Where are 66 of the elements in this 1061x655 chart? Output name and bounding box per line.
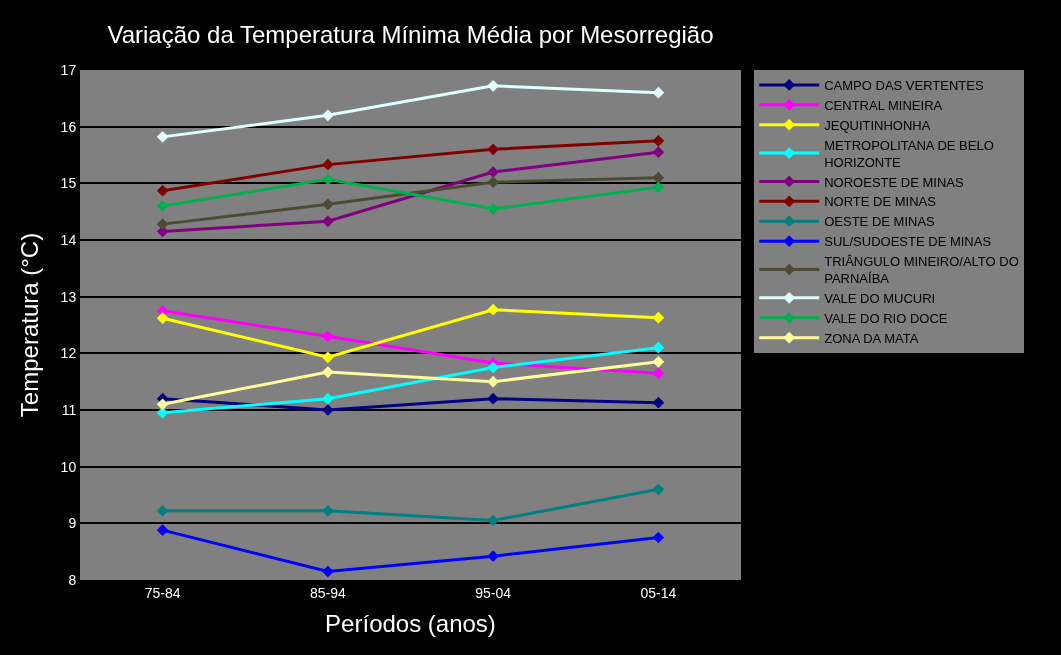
point [487,361,499,374]
legend-label: SUL/SUDOESTE DE MINAS [824,234,992,250]
point [652,181,665,194]
x-tick-label: 95-04 [475,584,512,601]
point [487,80,499,92]
y-tick-label: 14 [60,231,77,248]
point [652,483,665,496]
point [156,131,169,143]
legend-label: NOROESTE DE MINAS [824,174,964,190]
y-tick-label: 13 [60,288,77,305]
y-tick-label: 17 [60,61,77,78]
point [487,143,499,156]
point [322,215,334,228]
legend-label: VALE DO MUCURI [824,290,936,306]
legend-label: CAMPO DAS VERTENTES [824,78,984,94]
point [322,330,334,343]
y-axis-title: Temperatura (°C) [15,232,43,418]
legend-label: JEQUITINHONHA [824,117,931,133]
point [487,550,499,563]
point [322,392,334,405]
point [156,218,169,230]
point [156,524,169,536]
point [652,171,665,184]
point [487,303,499,316]
point [487,392,499,405]
point [487,202,499,215]
chart-title: Variação da Temperatura Mínima Média por Mesorregião [107,21,714,48]
point [652,134,665,147]
y-tick-label: 12 [60,345,77,362]
point [487,514,499,527]
legend-label: TRIÂNGULO MINEIRO/ALTO DO PARNAÍBA [824,254,1019,287]
point [652,341,665,354]
legend-label: VALE DO RIO DOCE [824,310,948,326]
point [322,158,334,171]
legend-label: OESTE DE MINAS [824,214,936,230]
point [156,505,169,517]
y-tick-label: 8 [68,571,77,588]
point [322,351,334,364]
x-tick-label: 85-94 [309,584,346,601]
y-tick-label: 9 [68,515,77,532]
point [652,355,665,368]
point [156,398,169,411]
legend-label: METROPOLITANA DE BELO HORIZONTE [824,137,994,170]
point [156,312,169,325]
point [156,184,169,197]
legend-label: ZONA DA MATA [824,330,919,346]
point [322,173,334,186]
point [322,565,334,578]
y-tick-label: 11 [61,401,77,418]
point [652,367,665,380]
x-tick-label: 05-14 [640,584,677,601]
legend-label: NORTE DE MINAS [824,194,937,210]
x-axis-title: Períodos (anos) [325,610,496,638]
point [156,200,169,212]
y-tick-label: 10 [60,458,77,475]
point [322,505,334,517]
point [487,176,499,189]
point [322,198,334,211]
point [652,146,665,159]
legend-label: CENTRAL MINEIRA [824,97,943,113]
y-tick-label: 15 [60,175,77,192]
x-tick-label: 75-84 [144,584,181,601]
point [652,531,665,544]
y-tick-label: 16 [60,118,77,135]
point [322,109,334,122]
point [487,375,499,388]
